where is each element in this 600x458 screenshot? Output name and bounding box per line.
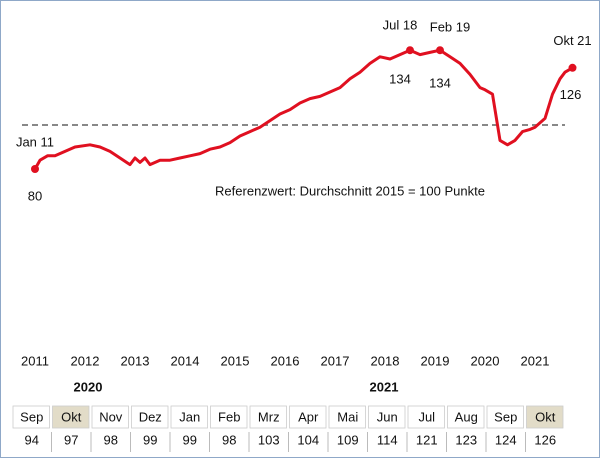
x-tick-label: 2020	[471, 353, 500, 368]
month-label: Aug	[455, 409, 478, 424]
annotation-label: Jul 18	[383, 18, 418, 33]
annotation-label: Okt 21	[553, 33, 591, 48]
month-cell	[170, 405, 208, 429]
table-value: 104	[297, 432, 319, 447]
annotation-value: 134	[389, 72, 411, 87]
month-label: Apr	[298, 409, 319, 424]
annotation-marker	[31, 165, 39, 173]
month-cell-highlight	[526, 405, 564, 429]
annotation-label: Feb 19	[430, 20, 470, 35]
month-label: Okt	[535, 409, 556, 424]
annotation-value: 134	[429, 76, 451, 91]
month-label: Feb	[218, 409, 240, 424]
year-label: 2020	[74, 379, 103, 394]
month-cell	[447, 405, 485, 429]
table-value: 114	[377, 432, 398, 447]
table-value: 103	[258, 432, 280, 447]
x-tick-label: 2011	[21, 353, 49, 368]
month-cell	[12, 405, 50, 429]
month-label: Jan	[179, 409, 200, 424]
table-value: 94	[25, 432, 39, 447]
table-value: 98	[104, 432, 118, 447]
table-value: 121	[416, 432, 438, 447]
month-label: Okt	[61, 409, 82, 424]
x-tick-label: 2021	[521, 353, 550, 368]
x-tick-label: 2015	[221, 353, 250, 368]
month-label: Mai	[337, 409, 358, 424]
x-tick-label: 2016	[271, 353, 300, 368]
annotation-label: Jan 11	[16, 134, 54, 149]
x-tick-label: 2012	[71, 353, 100, 368]
annotation-marker	[568, 63, 577, 72]
month-label: Sep	[494, 409, 517, 424]
table-value: 98	[222, 432, 236, 447]
month-label: Dez	[139, 409, 162, 424]
x-tick-label: 2017	[321, 353, 350, 368]
year-label: 2021	[370, 379, 399, 394]
month-cell	[328, 405, 366, 429]
month-cell	[91, 405, 129, 429]
month-cell	[407, 405, 445, 429]
month-label: Mrz	[258, 409, 280, 424]
x-tick-label: 2013	[121, 353, 150, 368]
line-series	[33, 48, 574, 170]
month-cell	[210, 405, 248, 429]
table-value: 123	[455, 432, 477, 447]
month-label: Nov	[99, 409, 123, 424]
month-cell	[289, 405, 327, 429]
x-tick-label: 2018	[371, 353, 400, 368]
table-value: 99	[183, 432, 197, 447]
month-cell	[486, 405, 524, 429]
annotation-value: 126	[560, 87, 582, 102]
x-tick-label: 2019	[421, 353, 450, 368]
table-value: 97	[64, 432, 78, 447]
month-cell	[249, 405, 287, 429]
table-value: 109	[337, 432, 359, 447]
table-value: 99	[143, 432, 157, 447]
month-label: Jul	[418, 409, 435, 424]
month-cell-highlight	[52, 405, 90, 429]
annotation-value: 80	[28, 188, 42, 203]
table-value: 124	[495, 432, 517, 447]
x-tick-label: 2014	[171, 353, 200, 368]
annotation-marker	[436, 46, 444, 55]
table-value: 126	[534, 432, 556, 447]
month-cell	[131, 405, 169, 429]
reference-text: Referenzwert: Durchschnitt 2015 = 100 Pu…	[215, 183, 485, 198]
month-cell	[368, 405, 406, 429]
month-label: Sep	[20, 409, 43, 424]
annotation-marker	[406, 46, 414, 55]
month-label: Jun	[377, 409, 398, 424]
